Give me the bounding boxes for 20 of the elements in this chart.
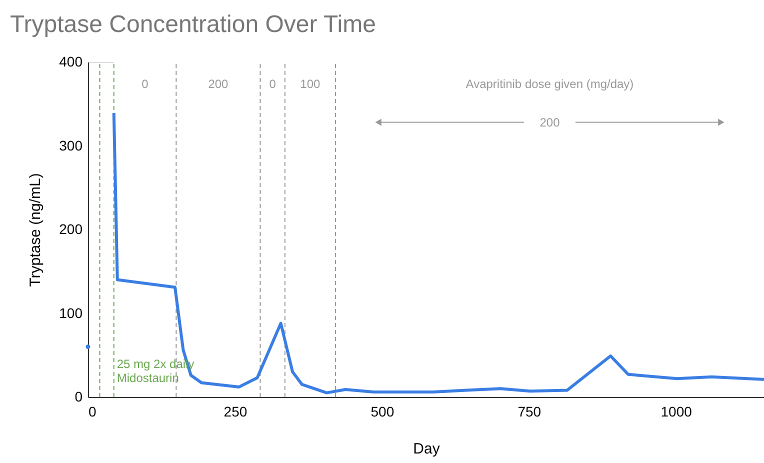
x-tick-label: 0	[88, 404, 96, 420]
line-series	[112, 112, 764, 394]
y-tick-label: 200	[59, 221, 83, 237]
band-label: 100	[300, 77, 321, 91]
band-label: 200	[208, 77, 229, 91]
y-tick-label: 300	[59, 137, 83, 154]
y-axis-title: Tryptase (ng/mL)	[27, 173, 44, 287]
chart-title: Tryptase Concentration Over Time	[10, 11, 376, 38]
y-tick-label: 100	[59, 304, 83, 321]
x-tick-label: 500	[370, 404, 394, 420]
x-axis-title: Day	[413, 440, 440, 458]
x-tick-label: 250	[224, 404, 248, 420]
band-label: 200	[540, 115, 560, 130]
x-tick-label: 750	[518, 404, 542, 420]
band-label: 0	[269, 77, 276, 91]
x-tick-label: 1000	[660, 404, 692, 420]
band-label: 0	[142, 77, 149, 91]
y-tick-label: 0	[74, 388, 83, 404]
y-tick-label: 400	[59, 54, 83, 70]
annotation: Avapritinib dose given (mg/day)	[466, 77, 634, 91]
